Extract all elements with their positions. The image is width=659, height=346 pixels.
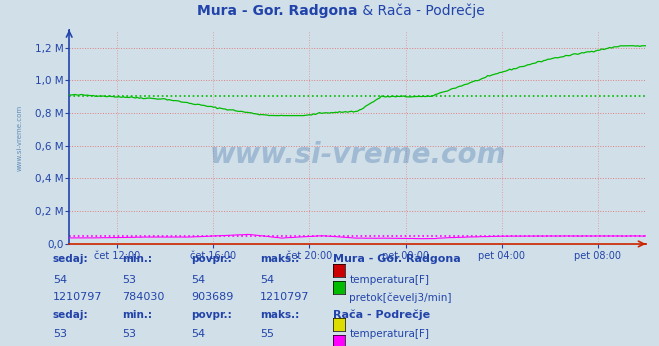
Text: Mura - Gor. Radgona: Mura - Gor. Radgona [333,254,461,264]
Text: pretok[čevelj3/min]: pretok[čevelj3/min] [349,292,452,303]
Text: min.:: min.: [122,254,152,264]
Text: 903689: 903689 [191,292,233,302]
Text: 53: 53 [53,329,67,339]
Text: 55: 55 [260,329,274,339]
Text: 1210797: 1210797 [53,292,102,302]
Text: www.si-vreme.com: www.si-vreme.com [210,140,505,169]
Text: sedaj:: sedaj: [53,310,88,320]
Text: temperatura[F]: temperatura[F] [349,275,429,285]
Text: 54: 54 [53,275,67,285]
Text: & Rača - Podrečje: & Rača - Podrečje [357,4,484,18]
Text: min.:: min.: [122,310,152,320]
Text: Mura - Gor. Radgona: Mura - Gor. Radgona [197,4,357,18]
Text: www.si-vreme.com: www.si-vreme.com [17,104,23,171]
Text: 54: 54 [191,275,205,285]
Text: 784030: 784030 [122,292,164,302]
Text: 54: 54 [191,329,205,339]
Text: sedaj:: sedaj: [53,254,88,264]
Text: maks.:: maks.: [260,254,300,264]
Text: povpr.:: povpr.: [191,310,232,320]
Text: temperatura[F]: temperatura[F] [349,329,429,339]
Text: 54: 54 [260,275,274,285]
Text: Rača - Podrečje: Rača - Podrečje [333,310,430,320]
Text: 53: 53 [122,275,136,285]
Text: povpr.:: povpr.: [191,254,232,264]
Text: 1210797: 1210797 [260,292,310,302]
Text: 53: 53 [122,329,136,339]
Text: maks.:: maks.: [260,310,300,320]
